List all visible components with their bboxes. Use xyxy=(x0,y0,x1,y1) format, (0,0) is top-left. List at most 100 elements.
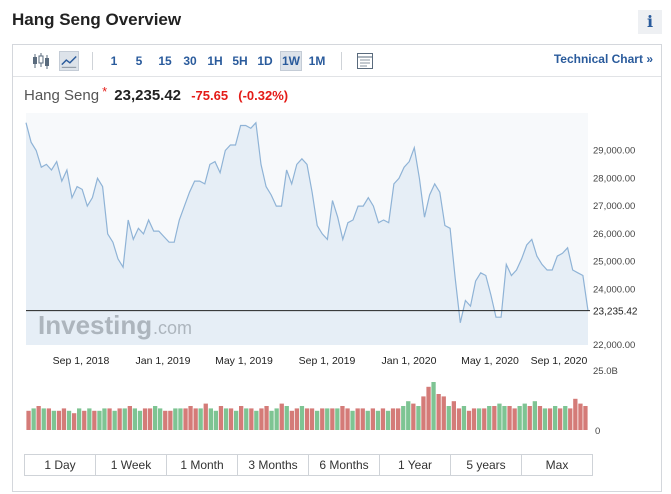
interval-1d[interactable]: 1D xyxy=(257,54,273,68)
volume-bar xyxy=(163,410,168,430)
volume-bar xyxy=(168,410,173,430)
volume-bar xyxy=(249,408,254,430)
volume-axis-label: 25.0B xyxy=(593,366,618,377)
range-6-months[interactable]: 6 Months xyxy=(309,455,380,475)
price-change-percent: (-0.32%) xyxy=(238,88,289,103)
volume-bar xyxy=(41,408,46,430)
volume-bar xyxy=(466,410,472,430)
volume-bar xyxy=(431,382,436,430)
volume-bar xyxy=(122,408,127,430)
x-tick-label: Sep 1, 2019 xyxy=(299,355,356,367)
interval-1m[interactable]: 1M xyxy=(308,54,326,68)
range-5-years[interactable]: 5 years xyxy=(451,455,522,475)
line-chart-icon[interactable] xyxy=(59,51,79,71)
volume-bar xyxy=(558,408,563,430)
volume-bar xyxy=(213,410,218,430)
last-value-label: 23,235.42 xyxy=(593,307,638,318)
range-1-year[interactable]: 1 Year xyxy=(380,455,451,475)
volume-bar xyxy=(471,408,477,430)
range-max[interactable]: Max xyxy=(545,458,569,472)
technical-chart-label: Technical Chart xyxy=(553,52,643,66)
volume-bar xyxy=(492,406,497,430)
volume-bar xyxy=(259,408,264,430)
volume-bar xyxy=(426,386,431,430)
chart-toolbar: 1 5 15 30 1H 5H 1D 1W 1M Technical Chart… xyxy=(13,45,661,77)
volume-bar xyxy=(512,408,517,430)
volume-bar xyxy=(522,403,527,430)
range-1-day[interactable]: 1 Day xyxy=(25,455,96,475)
volume-bar xyxy=(583,406,588,430)
last-price: 23,235.42 xyxy=(114,87,182,104)
quote-header: Hang Seng * 23,235.42 -75.65 (-0.32%) xyxy=(24,84,289,104)
volume-bar xyxy=(31,408,36,430)
volume-bar xyxy=(497,403,502,430)
realtime-marker: * xyxy=(102,84,108,99)
interval-5[interactable]: 5 xyxy=(135,54,143,68)
volume-bar xyxy=(188,406,193,430)
volume-bar xyxy=(532,401,537,430)
range-3-months[interactable]: 3 Months xyxy=(238,455,309,475)
chart-settings-icon[interactable] xyxy=(355,51,375,71)
volume-bar xyxy=(239,406,244,430)
volume-bar xyxy=(72,413,77,430)
double-chevron-right-icon: » xyxy=(646,52,653,66)
volume-bar xyxy=(335,408,340,430)
interval-1h[interactable]: 1H xyxy=(207,54,223,68)
price-area xyxy=(26,122,588,345)
info-icon[interactable]: i xyxy=(638,10,662,34)
volume-bar xyxy=(36,406,41,430)
volume-bar xyxy=(542,408,548,430)
volume-bar xyxy=(218,406,224,430)
volume-bar xyxy=(375,410,381,430)
volume-bar xyxy=(578,403,583,430)
volume-bar xyxy=(446,406,451,430)
volume-bar xyxy=(107,408,112,430)
volume-bar xyxy=(304,408,310,430)
volume-bar xyxy=(132,408,137,430)
chart-panel: 1 5 15 30 1H 5H 1D 1W 1M Technical Chart… xyxy=(12,44,662,492)
volume-bar xyxy=(274,408,279,430)
volume-bar xyxy=(568,408,573,430)
interval-15[interactable]: 15 xyxy=(158,54,172,68)
volume-bar xyxy=(502,406,507,430)
price-chart[interactable]: Investing .com 23,235.42 29,000.00 28,000… xyxy=(13,45,661,445)
y-tick-label: 25,000.00 xyxy=(593,257,635,268)
volume-bar xyxy=(56,410,62,430)
technical-chart-link[interactable]: Technical Chart » xyxy=(554,52,653,66)
volume-bar xyxy=(228,408,234,430)
x-tick-label: Jan 1, 2020 xyxy=(382,355,437,367)
volume-bar xyxy=(234,410,239,430)
volume-bar xyxy=(390,408,396,430)
x-tick-label: Sep 1, 2018 xyxy=(53,355,110,367)
volume-bar xyxy=(573,398,578,430)
volume-bar xyxy=(61,408,67,430)
range-1-month[interactable]: 1 Month xyxy=(167,455,238,475)
volume-bar xyxy=(380,408,386,430)
interval-1w[interactable]: 1W xyxy=(280,51,302,71)
volume-bar xyxy=(178,408,183,430)
volume-bar xyxy=(279,403,284,430)
volume-bar xyxy=(97,410,102,430)
volume-bar xyxy=(370,408,375,430)
volume-bar xyxy=(482,408,487,430)
page-title: Hang Seng Overview xyxy=(12,10,182,29)
volume-bar xyxy=(461,406,467,430)
volume-bar xyxy=(183,408,188,430)
interval-1[interactable]: 1 xyxy=(110,54,118,68)
volume-bar xyxy=(537,406,543,430)
volume-bar xyxy=(102,408,107,430)
volume-bar xyxy=(365,410,370,430)
volume-bar xyxy=(173,408,178,430)
instrument-name: Hang Seng xyxy=(24,87,100,104)
x-tick-label: Sep 1, 2020 xyxy=(531,355,588,367)
y-tick-label: 28,000.00 xyxy=(593,173,635,184)
interval-30[interactable]: 30 xyxy=(183,54,197,68)
volume-axis-label: 0 xyxy=(595,426,600,437)
volume-bar xyxy=(309,408,315,430)
interval-5h[interactable]: 5H xyxy=(232,54,248,68)
volume-bar xyxy=(284,406,289,430)
candlestick-icon[interactable] xyxy=(31,51,51,71)
volume-bar xyxy=(350,410,355,430)
range-1-week[interactable]: 1 Week xyxy=(96,455,167,475)
volume-bar xyxy=(153,406,158,430)
